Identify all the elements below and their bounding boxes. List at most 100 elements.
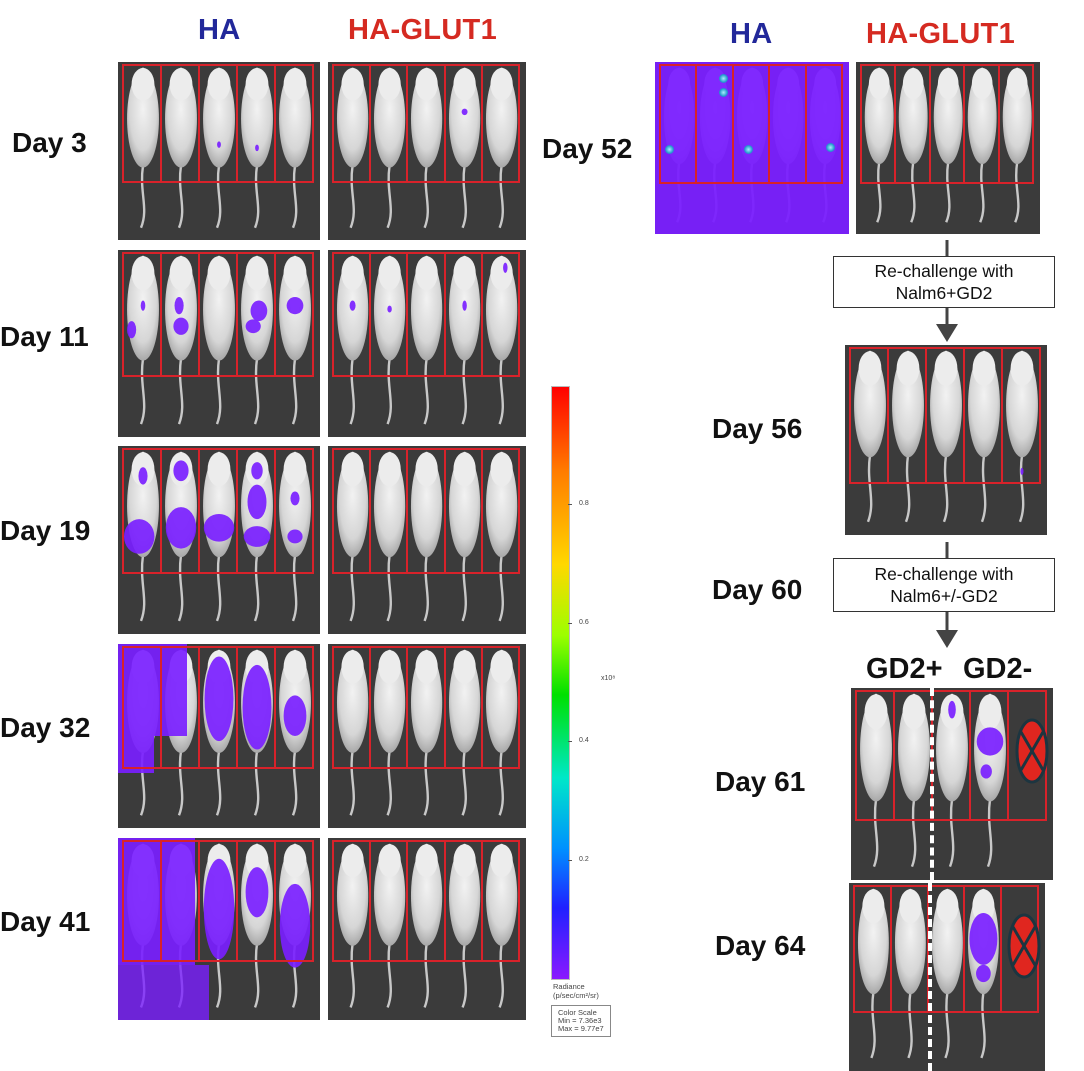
glut1-panel-row-1	[328, 62, 526, 240]
colorbar-tick-mark	[568, 622, 572, 624]
roi-box	[855, 690, 895, 821]
day-label-3: Day 3	[12, 127, 87, 158]
signal-hotspot	[825, 142, 835, 152]
mouse	[446, 254, 483, 431]
mouse	[483, 254, 520, 431]
signal-region	[118, 644, 155, 773]
mouse	[895, 692, 933, 874]
roi-box	[969, 690, 1009, 821]
rechallenge-1-line1: Re-challenge with	[874, 261, 1014, 281]
gd2-divider-day64	[928, 883, 932, 1071]
mouse	[483, 450, 520, 628]
mouse	[200, 66, 238, 235]
glut1-panel-day52	[856, 62, 1040, 234]
mouse	[238, 450, 276, 628]
mouse	[200, 254, 238, 431]
rechallenge-box-1: Re-challenge with Nalm6+GD2	[833, 256, 1055, 308]
roi-box	[963, 64, 1000, 185]
mouse	[862, 66, 896, 229]
rechallenge-panel-day64	[849, 883, 1045, 1071]
mouse	[483, 648, 520, 822]
mouse	[124, 66, 162, 235]
signal-hotspot	[744, 144, 754, 154]
mouse	[334, 450, 371, 628]
roi-box	[889, 885, 929, 1013]
mouse	[371, 254, 408, 431]
ha-panel-day52	[655, 62, 849, 234]
roi-box	[695, 64, 734, 185]
color-scale-title: Color Scale	[558, 1008, 597, 1017]
roi-box	[731, 64, 771, 185]
mouse	[276, 842, 314, 1014]
mouse	[929, 887, 966, 1065]
mouse	[162, 66, 200, 235]
deceased-mouse-icon	[1007, 913, 1041, 984]
signal-hotspot	[719, 87, 729, 97]
day-label-61: Day 61	[715, 766, 806, 797]
day-label-60: Day 60	[712, 574, 803, 605]
mouse	[276, 450, 314, 628]
mouse	[889, 349, 927, 529]
roi-box	[931, 690, 971, 821]
mouse	[408, 842, 445, 1014]
mouse	[851, 349, 889, 529]
mouse	[1003, 349, 1041, 529]
roi-box	[893, 690, 933, 821]
day-label-11: Day 11	[0, 321, 89, 352]
colorbar-gradient	[551, 386, 570, 980]
glut1-panel-day56	[845, 345, 1047, 535]
rechallenge-panel-day61	[851, 688, 1053, 880]
roi-box	[768, 64, 807, 185]
day-label-32: Day 32	[0, 712, 91, 743]
gd2-divider-day61	[930, 688, 934, 880]
roi-box	[480, 252, 520, 378]
mouse	[371, 842, 408, 1014]
roi-box	[480, 64, 520, 184]
mouse	[855, 887, 892, 1065]
roi-box	[887, 347, 927, 484]
day-label-64: Day 64	[715, 930, 806, 961]
color-scale-box: Color Scale Min = 7.36e3 Max = 9.77e7	[551, 1005, 611, 1037]
mouse	[238, 66, 276, 235]
roi-box	[853, 885, 892, 1013]
rechallenge-2-line1: Re-challenge with	[874, 564, 1014, 584]
roi-box	[274, 448, 314, 574]
mouse	[896, 66, 930, 229]
roi-box	[926, 885, 966, 1013]
mouse	[371, 648, 408, 822]
mouse	[334, 842, 371, 1014]
mouse	[1000, 66, 1034, 229]
colorbar-tick-mark	[568, 859, 572, 861]
mouse	[124, 450, 162, 628]
day-label-52: Day 52	[542, 133, 633, 164]
mouse	[334, 66, 371, 235]
mouse	[965, 66, 999, 229]
colorbar-legend: 0.8 0.6 0.4 0.2 x10⁸ Radiance (p/sec/cm²/sr…	[543, 378, 629, 1044]
mouse	[965, 349, 1003, 529]
day-label-41: Day 41	[0, 906, 91, 937]
mouse	[927, 349, 965, 529]
roi-box	[997, 64, 1034, 185]
roi-box	[274, 646, 314, 770]
mouse	[276, 254, 314, 431]
roi-box	[963, 885, 1003, 1013]
mouse	[276, 66, 314, 235]
mouse	[965, 887, 1002, 1065]
mouse	[971, 692, 1009, 874]
roi-box	[1001, 347, 1041, 484]
mouse	[162, 254, 200, 431]
roi-box	[925, 347, 965, 484]
mouse	[162, 450, 200, 628]
gd2-positive-label: GD2+	[866, 653, 943, 685]
glut1-panel-row-2	[328, 250, 526, 437]
arrow-head-1	[936, 324, 958, 342]
mouse	[446, 648, 483, 822]
gd2-negative-label: GD2-	[963, 653, 1033, 685]
roi-box	[860, 64, 897, 185]
mouse	[892, 887, 929, 1065]
roi-box	[274, 840, 314, 962]
color-scale-max: Max = 9.77e7	[558, 1024, 604, 1033]
mouse	[124, 254, 162, 431]
